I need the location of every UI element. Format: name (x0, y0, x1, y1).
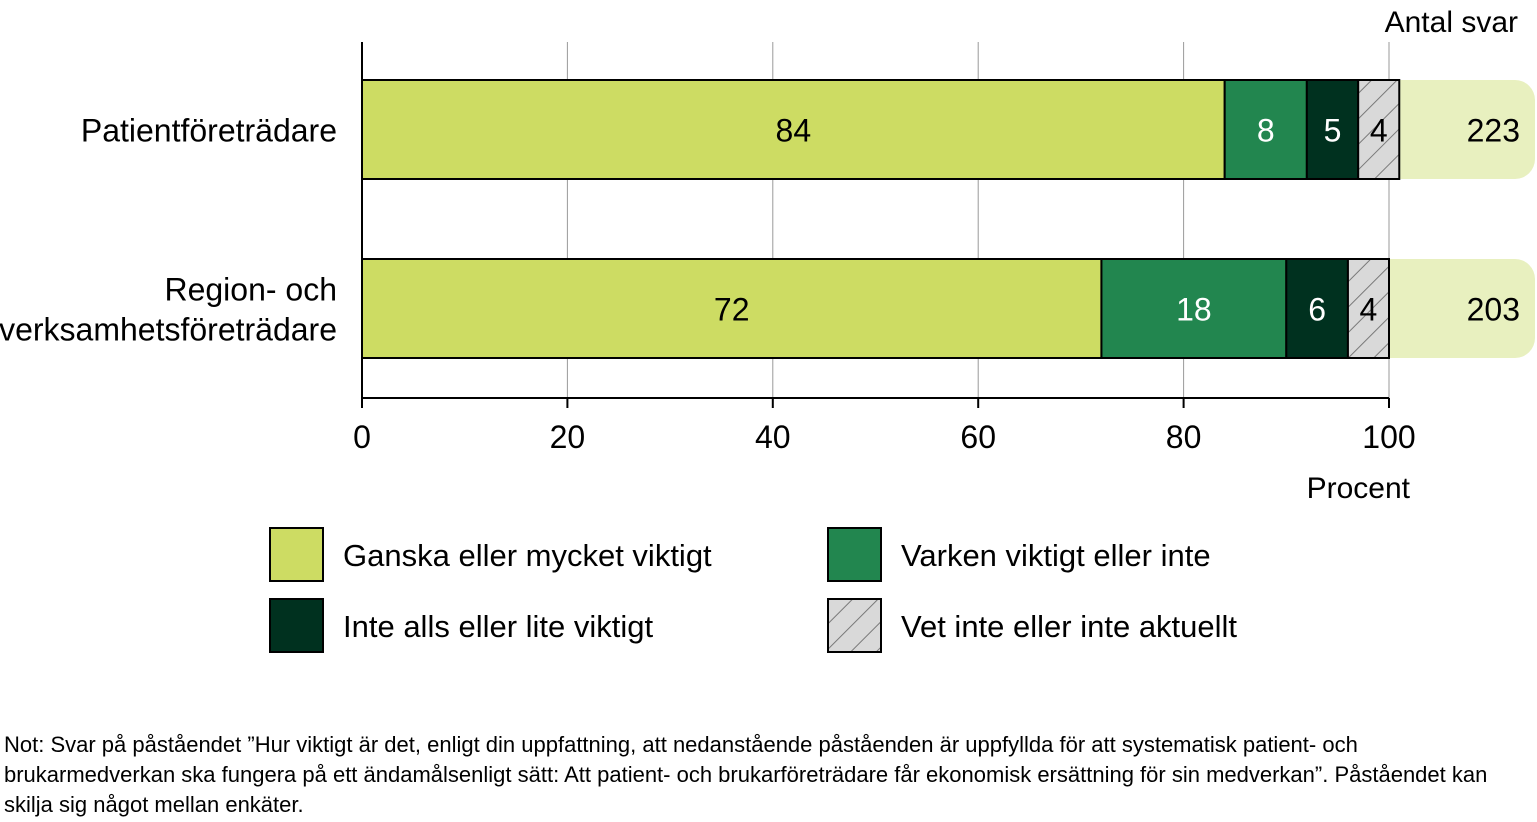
bar-value-label: 84 (776, 113, 812, 149)
bar-segment (1346, 258, 1391, 359)
footnote: Not: Svar på påståendet ”Hur viktigt är … (4, 732, 1488, 817)
x-axis-title: Procent (1307, 472, 1411, 505)
bar-value-label: 8 (1257, 113, 1275, 149)
legend-swatch (827, 527, 882, 582)
legend-swatch (269, 598, 324, 653)
bar-value-label: 72 (714, 292, 750, 328)
bar-value-label: 6 (1308, 292, 1326, 328)
legend-swatch (827, 598, 882, 653)
bar-segment (1223, 79, 1308, 180)
x-tick-label: 60 (960, 419, 996, 455)
legend-swatch (269, 527, 324, 582)
x-tick-label: 40 (755, 419, 791, 455)
bar-value-label: 18 (1176, 292, 1212, 328)
x-tick-label: 80 (1166, 419, 1202, 455)
legend-label: Varken viktigt eller inte (901, 538, 1211, 573)
category-label: Region- och (164, 272, 337, 308)
category-label: Patientföreträdare (81, 113, 337, 149)
bar-value-label: 4 (1360, 292, 1378, 328)
antal-svar-pill (1359, 259, 1535, 358)
bar-segment (1357, 79, 1401, 180)
antal-svar-value: 203 (1467, 292, 1520, 328)
x-tick-label: 0 (353, 419, 371, 455)
bar-segment (1305, 79, 1360, 180)
antal-svar-value: 223 (1467, 113, 1520, 149)
legend-label: Ganska eller mycket viktigt (343, 538, 712, 573)
category-label: verksamhetsföreträdare (0, 312, 337, 348)
bar-value-label: 4 (1370, 113, 1388, 149)
antal-svar-header: Antal svar (1385, 6, 1518, 39)
bar-value-label: 5 (1324, 113, 1342, 149)
legend: Ganska eller mycket viktigt Varken viktig… (269, 527, 1237, 653)
bar-segment (361, 79, 1226, 180)
legend-label: Vet inte eller inte aktuellt (901, 609, 1237, 644)
x-tick-label: 20 (550, 419, 586, 455)
antal-svar-column: Antal svar 223 203 (1359, 6, 1535, 358)
axes: Patientföreträdare Region- och verksamhets… (0, 42, 1416, 505)
legend-label: Inte alls eller lite viktigt (343, 609, 654, 644)
bars: 84 8 5 472 18 6 4 (361, 79, 1401, 359)
antal-svar-pill (1359, 80, 1535, 179)
x-tick-label: 100 (1362, 419, 1415, 455)
bar-segment (1100, 258, 1288, 359)
